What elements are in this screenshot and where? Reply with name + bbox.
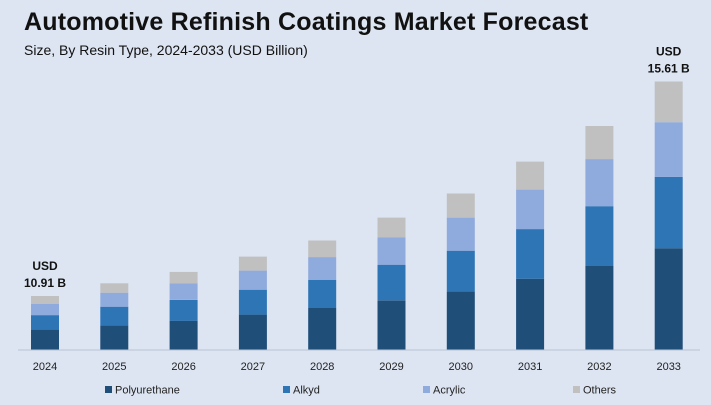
bar-polyurethane-2031 xyxy=(516,278,545,350)
bar-alkyd-2024 xyxy=(31,315,59,330)
x-tick-label: 2027 xyxy=(241,361,265,373)
bar-others-2033 xyxy=(654,81,683,123)
bar-acrylic-2030 xyxy=(446,217,475,251)
bar-acrylic-2032 xyxy=(585,159,614,207)
chart-subtitle: Size, By Resin Type, 2024-2033 (USD Bill… xyxy=(24,42,308,58)
bar-alkyd-2031 xyxy=(516,229,545,279)
legend-swatch-polyurethane xyxy=(105,386,112,393)
bar-acrylic-2026 xyxy=(169,283,198,300)
bar-others-2032 xyxy=(585,126,614,160)
x-tick-label: 2031 xyxy=(518,361,542,373)
x-tick-label: 2032 xyxy=(587,361,611,373)
bar-alkyd-2027 xyxy=(238,289,267,315)
legend-label-alkyd: Alkyd xyxy=(293,385,320,397)
x-tick-label: 2024 xyxy=(33,361,57,373)
bar-polyurethane-2033 xyxy=(654,248,683,350)
total-annotations: USD 10.91 B USD 15.61 B xyxy=(24,45,690,291)
legend-swatch-alkyd xyxy=(283,386,290,393)
bar-alkyd-2028 xyxy=(308,280,337,308)
bar-polyurethane-2028 xyxy=(308,308,337,350)
bar-alkyd-2030 xyxy=(446,250,475,292)
legend-swatch-others xyxy=(573,386,580,393)
bar-polyurethane-2032 xyxy=(585,266,614,350)
x-tick-label: 2026 xyxy=(171,361,195,373)
bar-alkyd-2029 xyxy=(377,264,406,301)
legend-swatch-acrylic xyxy=(423,386,430,393)
bar-others-2024 xyxy=(31,296,59,304)
total-annotation-2024-value: 10.91 B xyxy=(24,276,66,290)
total-annotation-2024-currency: USD xyxy=(32,259,58,273)
bar-polyurethane-2027 xyxy=(238,314,267,350)
x-tick-label: 2033 xyxy=(656,361,680,373)
bar-others-2026 xyxy=(169,271,198,284)
legend-label-acrylic: Acrylic xyxy=(433,385,466,397)
legend-label-others: Others xyxy=(583,385,617,397)
bar-alkyd-2033 xyxy=(654,176,683,249)
bar-others-2029 xyxy=(377,217,406,238)
x-tick-labels: 2024 2025 2026 2027 2028 2029 2030 2031 2032 2033 xyxy=(33,361,681,373)
bar-alkyd-2032 xyxy=(585,206,614,266)
chart-title: Automotive Refinish Coatings Market Fore… xyxy=(24,8,589,36)
bar-acrylic-2024 xyxy=(31,303,59,316)
bar-others-2031 xyxy=(516,161,545,190)
bar-others-2027 xyxy=(238,256,267,271)
x-tick-label: 2025 xyxy=(102,361,126,373)
bar-acrylic-2027 xyxy=(238,270,267,290)
bar-others-2025 xyxy=(100,283,129,293)
bar-polyurethane-2025 xyxy=(100,325,129,350)
x-tick-label: 2029 xyxy=(379,361,403,373)
bar-polyurethane-2026 xyxy=(169,320,198,350)
total-annotation-2033-currency: USD xyxy=(656,45,682,59)
legend: Polyurethane Alkyd Acrylic Others xyxy=(105,385,617,397)
bars-group xyxy=(31,81,683,350)
bar-acrylic-2031 xyxy=(516,189,545,230)
bar-polyurethane-2029 xyxy=(377,300,406,350)
bar-alkyd-2025 xyxy=(100,306,129,326)
bar-acrylic-2028 xyxy=(308,257,337,280)
legend-label-polyurethane: Polyurethane xyxy=(115,385,180,397)
bar-acrylic-2029 xyxy=(377,237,406,265)
bar-others-2028 xyxy=(308,240,337,257)
bar-polyurethane-2024 xyxy=(31,329,59,350)
total-annotation-2033-value: 15.61 B xyxy=(648,62,690,76)
bar-acrylic-2033 xyxy=(654,122,683,177)
bar-polyurethane-2030 xyxy=(446,291,475,350)
bar-acrylic-2025 xyxy=(100,292,129,307)
bar-alkyd-2026 xyxy=(169,299,198,321)
x-tick-label: 2030 xyxy=(449,361,473,373)
x-tick-label: 2028 xyxy=(310,361,334,373)
bar-others-2030 xyxy=(446,193,475,218)
